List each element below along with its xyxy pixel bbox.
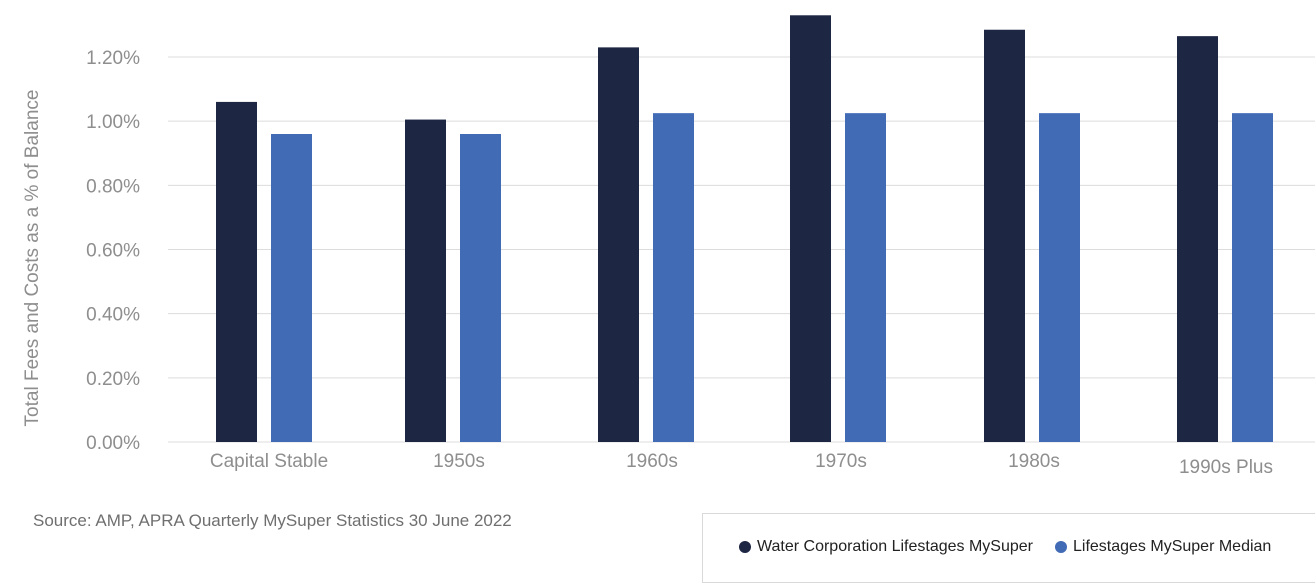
bar-series-1-1960s [598,47,639,442]
bar-series-1-1980s [984,29,1025,443]
x-tick-label: 1980s [1008,451,1060,472]
legend-label-series-1: Water Corporation Lifestages MySuper [757,538,1033,555]
legend-marker-series-1 [739,541,751,553]
x-tick-label: 1990s Plus [1179,457,1273,478]
bar-series-2-1970s [845,113,886,442]
x-axis-ticks: Capital Stable 1950s 1960s 1970s 1980s 1990s … [210,451,1273,478]
bar-series-2-1960s [653,113,694,442]
bar-series-2-1980s [1039,113,1080,442]
y-axis-ticks: 0.00% 0.20% 0.40% 0.60% 0.80% 1.00% 1.20% [86,48,140,454]
bar-series-2-1990s-plus [1232,113,1273,442]
legend-item-series-2: Lifestages MySuper Median [1054,538,1272,556]
y-tick-label: 1.00% [86,112,140,133]
x-tick-label: 1950s [433,451,485,472]
legend-item-series-1: Water Corporation Lifestages MySuper [739,538,1033,556]
x-tick-label: 1960s [626,451,678,472]
x-tick-label: 1970s [815,451,867,472]
bars [216,15,1273,443]
bar-series-1-1990s-plus [1177,36,1218,442]
legend: Water Corporation Lifestages MySuper Lif… [702,513,1315,583]
bar-series-1-1970s [790,15,831,443]
bar-series-1-capital-stable [216,101,257,443]
legend-label-series-2: Lifestages MySuper Median [1072,538,1272,555]
y-axis-label: Total Fees and Costs as a % of Balance [22,90,43,427]
bar-series-2-capital-stable [271,134,312,442]
y-tick-label: 0.60% [86,241,140,262]
y-tick-label: 0.80% [86,176,140,197]
y-tick-label: 0.00% [86,433,140,454]
legend-marker-series-2 [1054,541,1067,553]
gridlines [168,56,1315,443]
bar-series-2-1950s [460,134,501,442]
y-tick-label: 0.20% [86,369,140,390]
y-tick-label: 0.40% [86,305,140,326]
y-tick-label: 1.20% [86,48,140,69]
bar-chart: 0.00% 0.20% 0.40% 0.60% 0.80% 1.00% 1.20% Capi… [22,15,1315,478]
x-tick-label: Capital Stable [210,451,328,472]
bar-series-1-1950s [405,119,446,442]
source-note: Source: AMP, APRA Quarterly MySuper Stat… [33,511,512,530]
